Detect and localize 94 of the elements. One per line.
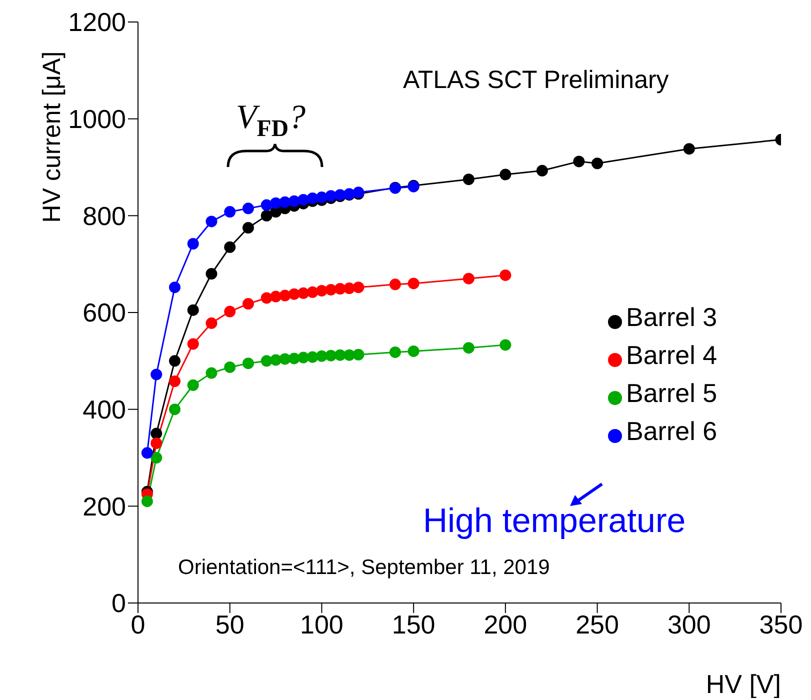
point xyxy=(187,304,199,316)
point xyxy=(298,352,310,364)
x-tick-label: 200 xyxy=(484,609,528,640)
legend-label: Barrel 3 xyxy=(626,302,718,332)
legend-label: Barrel 4 xyxy=(626,340,718,370)
point xyxy=(500,339,512,351)
point xyxy=(270,290,282,302)
point xyxy=(168,376,180,387)
point xyxy=(141,496,153,508)
point xyxy=(168,355,180,367)
y-tick-label: 1000 xyxy=(68,104,126,134)
point xyxy=(242,222,254,234)
point xyxy=(150,437,162,449)
point xyxy=(334,349,346,361)
point xyxy=(298,287,310,299)
point xyxy=(270,197,282,209)
point xyxy=(288,288,300,300)
point xyxy=(288,195,300,207)
point xyxy=(242,298,254,310)
point xyxy=(141,447,153,459)
point xyxy=(462,272,474,284)
point xyxy=(187,238,199,250)
point xyxy=(316,192,328,204)
point xyxy=(573,156,585,168)
x-tick-label: 0 xyxy=(130,609,146,640)
point xyxy=(279,196,291,208)
point xyxy=(260,199,272,211)
y-tick-label: 600 xyxy=(82,298,126,328)
y-tick-label: 800 xyxy=(82,200,126,231)
point xyxy=(150,452,162,464)
point xyxy=(306,286,318,298)
point xyxy=(306,192,318,204)
y-tick-label: 400 xyxy=(82,394,126,425)
point xyxy=(500,269,512,281)
point xyxy=(242,202,254,214)
x-tick-label: 350 xyxy=(759,609,803,640)
point xyxy=(168,282,180,294)
y-axis-title: HV current [μA] xyxy=(38,51,66,223)
y-tick-label: 1200 xyxy=(68,7,126,38)
point xyxy=(187,338,199,350)
point xyxy=(536,164,548,176)
point xyxy=(224,306,236,318)
point xyxy=(224,241,236,253)
point xyxy=(325,284,337,296)
point xyxy=(389,346,401,358)
point xyxy=(206,367,218,379)
point xyxy=(408,345,420,357)
point xyxy=(462,342,474,354)
x-tick-label: 150 xyxy=(392,609,436,640)
point xyxy=(462,174,474,186)
point xyxy=(279,353,291,365)
point xyxy=(352,282,364,294)
point xyxy=(288,352,300,364)
point xyxy=(408,278,420,290)
x-tick-label: 300 xyxy=(667,609,711,640)
legend-label: Barrel 5 xyxy=(626,378,718,408)
annotation: ATLAS SCT Preliminary xyxy=(403,66,669,95)
point xyxy=(352,348,364,360)
y-tick-label: 200 xyxy=(82,491,126,522)
point xyxy=(206,268,218,280)
x-tick-label: 100 xyxy=(300,609,344,640)
point xyxy=(168,404,180,416)
x-tick-label: 50 xyxy=(215,609,244,640)
point xyxy=(344,282,356,294)
point xyxy=(344,349,356,361)
point xyxy=(279,290,291,302)
point xyxy=(316,284,328,296)
point xyxy=(150,368,162,380)
point xyxy=(298,194,310,206)
point xyxy=(206,317,218,329)
annotation: Orientation=<111>, September 11, 2019 xyxy=(178,556,550,580)
point xyxy=(206,216,218,228)
point xyxy=(260,210,272,222)
point xyxy=(270,354,282,366)
point xyxy=(325,350,337,362)
point xyxy=(260,355,272,367)
point xyxy=(187,379,199,391)
point xyxy=(389,278,401,290)
point xyxy=(306,351,318,363)
point xyxy=(683,143,695,155)
legend-label: Barrel 6 xyxy=(626,416,718,446)
annotation: High temperature xyxy=(423,502,686,541)
point xyxy=(592,158,604,170)
point xyxy=(150,428,162,440)
point xyxy=(500,168,512,180)
x-tick-label: 250 xyxy=(576,609,619,640)
point xyxy=(334,283,346,295)
point xyxy=(224,206,236,218)
annotation: V$_{FD}$? xyxy=(236,98,306,144)
point xyxy=(224,361,236,373)
y-tick-label: 0 xyxy=(112,588,126,618)
point xyxy=(242,358,254,370)
point xyxy=(316,350,328,362)
point xyxy=(260,292,272,304)
